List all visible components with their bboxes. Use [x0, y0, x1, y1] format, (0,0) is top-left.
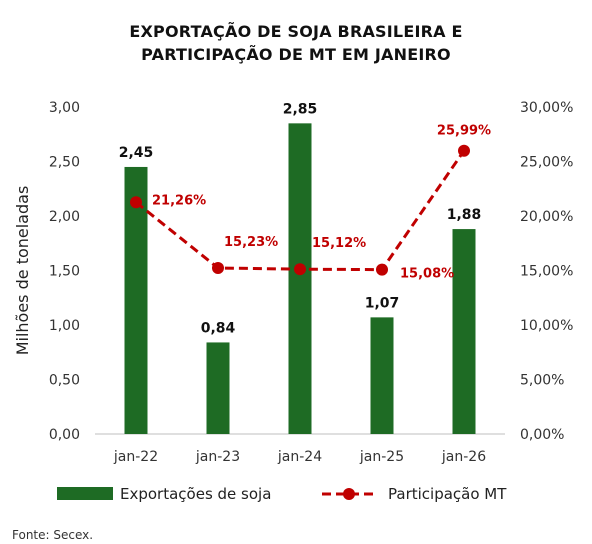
- bar: [370, 317, 394, 434]
- x-tick-label: jan-23: [195, 449, 240, 465]
- y-tick-label: 1,00: [49, 318, 80, 334]
- bar-value-label: 0,84: [201, 320, 236, 336]
- x-tick-label: jan-24: [277, 449, 322, 465]
- y2-tick-label: 20,00%: [520, 209, 573, 225]
- y-axis-title: Milhões de toneladas: [13, 186, 32, 356]
- legend-bar-label: Exportações de soja: [120, 485, 271, 503]
- legend-line-marker: [343, 488, 355, 500]
- bar: [124, 166, 148, 434]
- bar-value-label: 2,45: [119, 145, 154, 161]
- line-value-label: 15,08%: [400, 267, 454, 282]
- y2-tick-label: 25,00%: [520, 155, 573, 171]
- y2-tick-label: 10,00%: [520, 318, 573, 334]
- line-value-label: 15,23%: [224, 235, 278, 250]
- bar-value-label: 1,07: [365, 295, 400, 311]
- y-tick-label: 0,50: [49, 373, 80, 389]
- bar: [206, 342, 230, 434]
- bar-value-label: 2,85: [283, 101, 318, 117]
- x-tick-label: jan-22: [113, 449, 158, 465]
- line-point: [130, 196, 142, 209]
- line-value-label: 25,99%: [437, 124, 491, 139]
- bar: [452, 229, 476, 434]
- legend-bar-swatch: [57, 487, 113, 500]
- source-note: Fonte: Secex.: [12, 528, 94, 542]
- x-tick-label: jan-25: [359, 449, 404, 465]
- chart-title-line-2: PARTICIPAÇÃO DE MT EM JANEIRO: [141, 45, 451, 64]
- line-value-label: 15,12%: [312, 236, 366, 251]
- y2-tick-label: 5,00%: [520, 373, 564, 389]
- line-point: [294, 263, 306, 276]
- y-tick-label: 2,50: [49, 155, 80, 171]
- line-value-label: 21,26%: [152, 193, 206, 208]
- legend-line-label: Participação MT: [388, 485, 507, 503]
- y-tick-label: 3,00: [49, 100, 80, 116]
- y-tick-label: 0,00: [49, 427, 80, 443]
- chart-plot: 0,00 0,50 1,00 1,50 2,00 2,50 3,00 0,00% 5,00% 10…: [13, 100, 573, 503]
- chart-title-line-1: EXPORTAÇÃO DE SOJA BRASILEIRA E: [129, 22, 463, 41]
- line-point: [376, 263, 388, 276]
- bar: [288, 123, 312, 434]
- y2-tick-label: 15,00%: [520, 264, 573, 280]
- y-tick-label: 1,50: [49, 264, 80, 280]
- bar-value-label: 1,88: [447, 207, 482, 223]
- y2-tick-label: 30,00%: [520, 100, 573, 116]
- line-point: [212, 261, 224, 274]
- y-tick-label: 2,00: [49, 209, 80, 225]
- line-point: [458, 144, 470, 157]
- y2-tick-label: 0,00%: [520, 427, 564, 443]
- x-tick-label: jan-26: [441, 449, 486, 465]
